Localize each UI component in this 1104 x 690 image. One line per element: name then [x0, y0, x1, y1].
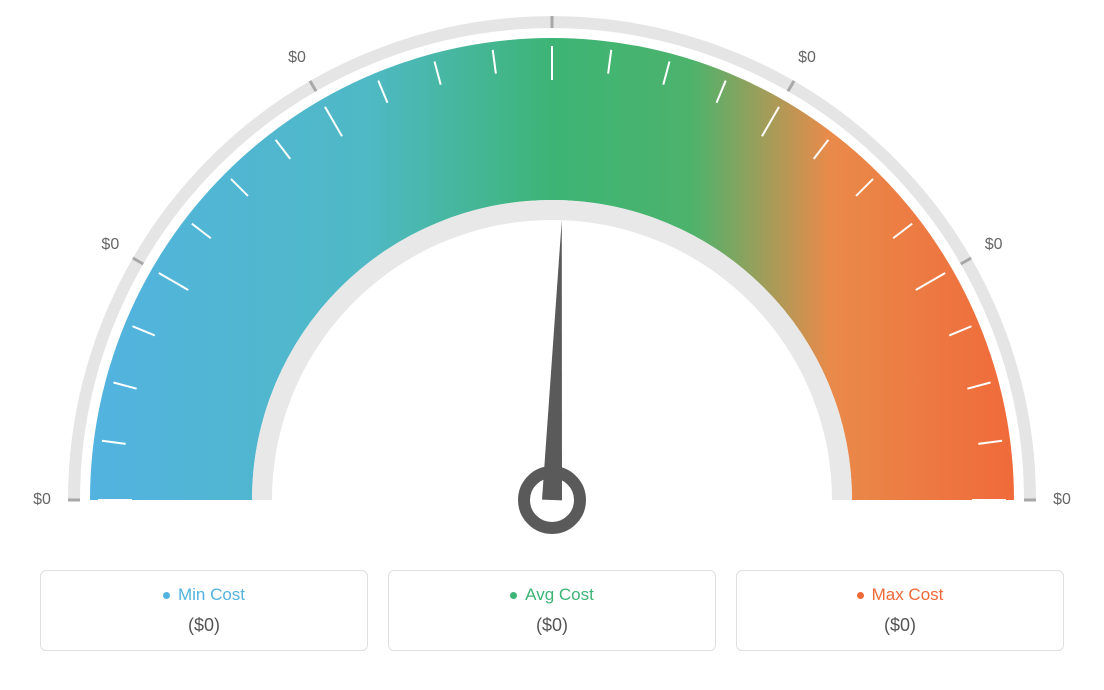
- scale-label: $0: [33, 491, 51, 509]
- gauge-area: $0$0$0$0$0$0$0: [0, 0, 1104, 570]
- legend-dot-min: [163, 592, 170, 599]
- legend-label-min: Min Cost: [163, 585, 245, 605]
- legend-value-max: ($0): [737, 615, 1063, 636]
- scale-label: $0: [288, 49, 306, 67]
- legend-dot-max: [857, 592, 864, 599]
- legend-item-max: Max Cost ($0): [736, 570, 1064, 651]
- scale-label: $0: [798, 49, 816, 67]
- legend: Min Cost ($0) Avg Cost ($0) Max Cost ($0…: [0, 570, 1104, 651]
- scale-label: $0: [985, 236, 1003, 254]
- legend-label-max: Max Cost: [857, 585, 944, 605]
- legend-value-min: ($0): [41, 615, 367, 636]
- legend-label-avg: Avg Cost: [510, 585, 594, 605]
- scale-label: $0: [1053, 491, 1071, 509]
- legend-text-max: Max Cost: [872, 585, 944, 605]
- legend-item-avg: Avg Cost ($0): [388, 570, 716, 651]
- legend-value-avg: ($0): [389, 615, 715, 636]
- legend-item-min: Min Cost ($0): [40, 570, 368, 651]
- legend-text-min: Min Cost: [178, 585, 245, 605]
- legend-dot-avg: [510, 592, 517, 599]
- gauge-svg: [0, 0, 1104, 570]
- cost-gauge-widget: $0$0$0$0$0$0$0 Min Cost ($0) Avg Cost ($…: [0, 0, 1104, 690]
- scale-label: $0: [101, 236, 119, 254]
- legend-text-avg: Avg Cost: [525, 585, 594, 605]
